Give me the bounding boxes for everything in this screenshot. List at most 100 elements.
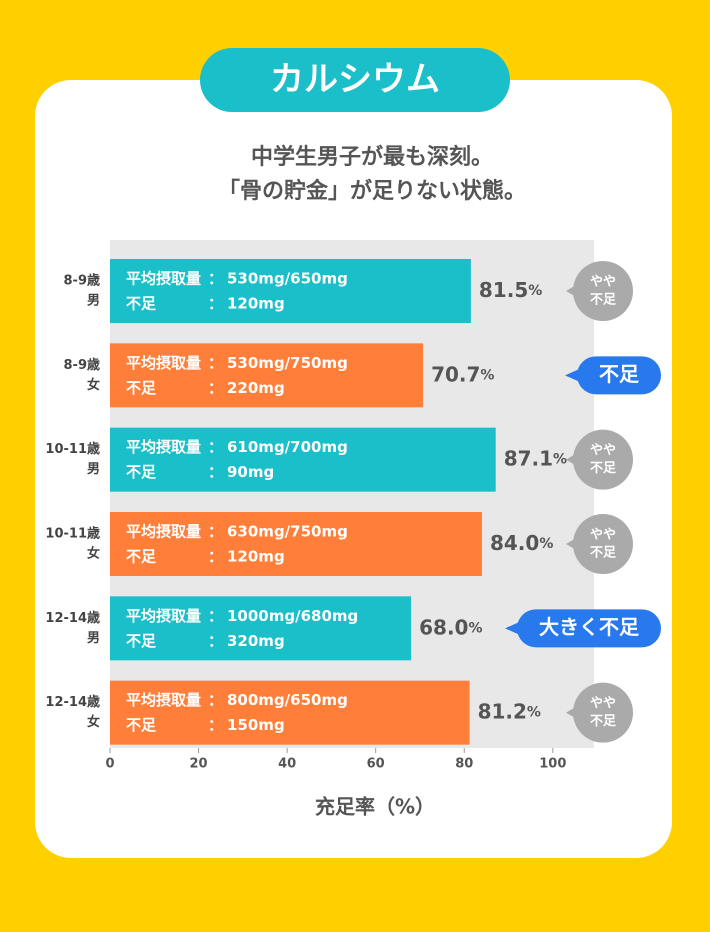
x-tick-label: 40 (278, 757, 296, 772)
value-label: 81.5% (479, 278, 542, 302)
bar (110, 427, 496, 492)
shortage: 220mg (227, 379, 285, 397)
detail-label: 平均摂取量 (126, 691, 201, 709)
value-number: 70.7 (431, 362, 480, 386)
badge (573, 682, 633, 743)
value-number: 81.2 (478, 699, 527, 723)
badge-group (505, 609, 661, 648)
shortage: 150mg (227, 716, 285, 734)
bar (110, 259, 471, 323)
detail-label: 平均摂取量 (126, 354, 201, 372)
badge-label: やや (590, 443, 616, 458)
y-tick-label: 男 (87, 294, 100, 309)
x-tick-label: 60 (367, 757, 385, 772)
detail-separator: ： (208, 632, 223, 650)
detail-label: 不足 (126, 379, 157, 397)
value-label: 68.0% (419, 615, 482, 639)
badge-label: やや (590, 696, 616, 711)
badge-group (565, 356, 661, 395)
badge-label: やや (590, 275, 616, 290)
value-unit: % (528, 283, 542, 299)
intake: 1000mg/680mg (227, 607, 358, 625)
subtitle: 中学生男子が最も深刻。 (251, 144, 493, 170)
detail-label: 不足 (126, 716, 157, 734)
detail-separator: ： (208, 548, 223, 566)
value-number: 81.5 (479, 278, 528, 302)
detail-label: 平均摂取量 (126, 607, 201, 625)
intake: 610mg/700mg (227, 438, 348, 456)
y-tick-label: 10-11歳 (45, 526, 100, 542)
x-tick-label: 20 (190, 757, 208, 772)
shortage: 120mg (227, 295, 285, 313)
y-tick-label: 12-14歳 (45, 694, 100, 710)
detail-separator: ： (208, 379, 223, 397)
value-label: 84.0% (490, 531, 553, 555)
value-number: 87.1 (504, 446, 553, 470)
plot-area (110, 240, 594, 748)
chart-title: カルシウム (270, 60, 440, 100)
bar (110, 512, 482, 576)
detail-label: 不足 (126, 463, 157, 481)
value-label: 70.7% (431, 362, 494, 386)
badge (573, 514, 633, 574)
value-label: 81.2% (478, 699, 541, 723)
intake: 630mg/750mg (227, 523, 348, 541)
subtitle: 「骨の貯金」が足りない状態。 (218, 178, 526, 204)
detail-separator: ： (208, 523, 223, 541)
value-unit: % (468, 620, 482, 636)
shortage: 320mg (227, 632, 285, 650)
title-pill (200, 48, 510, 112)
value-unit: % (527, 705, 541, 721)
badge (517, 609, 661, 648)
y-tick-label: 女 (87, 377, 100, 393)
shortage: 120mg (227, 548, 285, 566)
bar (110, 596, 412, 661)
y-tick-label: 8-9歳 (64, 357, 101, 373)
badge (573, 261, 633, 321)
x-tick-label: 80 (455, 757, 473, 772)
value-number: 84.0 (490, 531, 539, 555)
x-tick-label: 0 (105, 757, 114, 772)
detail-separator: ： (208, 716, 223, 734)
detail-label: 不足 (126, 548, 157, 566)
intake: 800mg/650mg (227, 691, 348, 709)
detail-separator: ： (208, 691, 223, 709)
intake: 530mg/650mg (227, 270, 348, 288)
shortage: 90mg (227, 463, 274, 481)
detail-label: 不足 (126, 295, 157, 313)
badge-label: 不足 (590, 714, 617, 729)
x-tick-label: 100 (539, 757, 566, 772)
badge-label: 不足 (590, 461, 617, 476)
detail-separator: ： (208, 607, 223, 625)
x-axis-label: 充足率（%） (315, 795, 435, 819)
y-tick-label: 12-14歳 (45, 610, 100, 626)
badge-label: 不足 (590, 293, 617, 308)
detail-label: 平均摂取量 (126, 270, 201, 288)
value-label: 87.1% (504, 446, 567, 470)
detail-label: 平均摂取量 (126, 523, 201, 541)
detail-separator: ： (208, 354, 223, 372)
detail-label: 不足 (126, 632, 157, 650)
value-unit: % (539, 536, 553, 552)
y-tick-label: 10-11歳 (45, 441, 100, 457)
bar (110, 343, 424, 408)
y-tick-label: 男 (87, 631, 100, 646)
y-tick-label: 8-9歳 (64, 273, 101, 289)
detail-separator: ： (208, 438, 223, 456)
y-tick-label: 女 (87, 714, 100, 730)
y-tick-label: 男 (87, 462, 100, 477)
badge (577, 356, 661, 395)
detail-label: 平均摂取量 (126, 438, 201, 456)
detail-separator: ： (208, 270, 223, 288)
detail-separator: ： (208, 463, 223, 481)
badge-label: 不足 (590, 546, 617, 561)
value-unit: % (480, 367, 494, 383)
badge-label: 大きく不足 (539, 615, 640, 639)
value-unit: % (553, 452, 567, 468)
badge-label: やや (590, 528, 616, 543)
value-number: 68.0 (419, 615, 468, 639)
detail-separator: ： (208, 295, 223, 313)
badge-label: 不足 (599, 362, 640, 386)
badge (573, 429, 633, 490)
